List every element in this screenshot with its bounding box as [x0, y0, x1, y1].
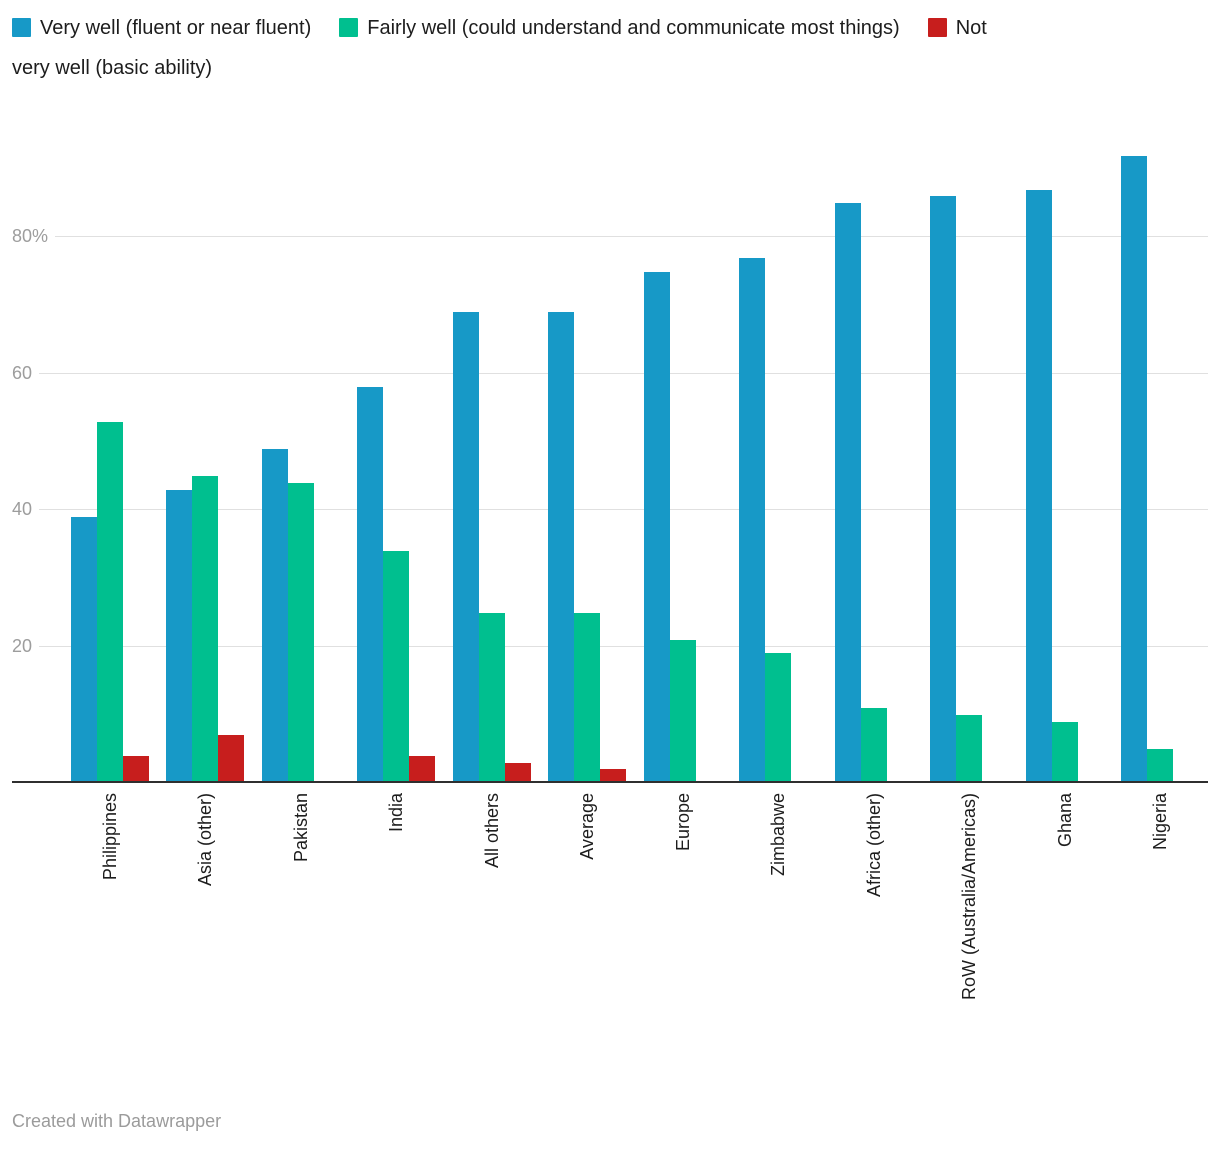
x-label-slot: Zimbabwe — [731, 783, 827, 876]
gridline — [12, 372, 1208, 374]
x-axis-line — [12, 781, 1208, 783]
bar — [357, 387, 384, 783]
x-label-slot: All others — [444, 783, 540, 868]
x-label-slot: Philippines — [62, 783, 158, 880]
bar — [192, 476, 219, 783]
gridline — [12, 645, 1208, 647]
x-label-slot: Africa (other) — [826, 783, 922, 897]
x-axis-label: RoW (Australia/Americas) — [959, 793, 980, 1001]
legend-swatch-icon — [927, 18, 947, 37]
legend-label: Very well (fluent or near fluent) — [40, 17, 312, 39]
y-axis-tick-label: 60 — [12, 362, 40, 384]
bar — [930, 196, 957, 783]
bar — [409, 755, 436, 783]
bar — [600, 769, 627, 783]
bar-group — [253, 448, 349, 783]
datawrapper-credit-link[interactable]: Created with Datawrapper — [12, 1111, 222, 1131]
bar — [669, 639, 696, 783]
bar — [218, 735, 245, 783]
legend-item: Very well (fluent or near fluent) — [12, 17, 311, 39]
gridline — [12, 236, 1208, 238]
legend-label: Fairly well (could understand and commun… — [367, 17, 900, 39]
x-axis-label: Nigeria — [1150, 793, 1171, 851]
bar — [166, 489, 193, 783]
bar-group — [731, 257, 827, 783]
y-axis-tick-label: 40 — [12, 499, 40, 521]
bar — [261, 448, 288, 783]
x-axis-label: Asia (other) — [195, 793, 216, 887]
x-axis-label: India — [386, 793, 407, 833]
bar-group — [158, 476, 254, 783]
x-axis-label: Ghana — [1054, 793, 1075, 848]
x-axis-label: Zimbabwe — [768, 793, 789, 877]
x-label-slot: Pakistan — [253, 783, 349, 862]
footer: Created with Datawrapper — [0, 1111, 1220, 1132]
x-axis-label: Average — [577, 793, 598, 860]
x-labels-row: Philippines Asia (other) Pakistan India All … — [12, 783, 1208, 1083]
x-label-slot: RoW (Australia/Americas) — [922, 783, 1018, 1000]
x-axis-label: Philippines — [99, 793, 120, 881]
bar — [739, 257, 766, 783]
x-label-slot: Average — [540, 783, 636, 860]
plot-area: 20 40 60 80% — [12, 128, 1208, 783]
bar — [956, 714, 983, 783]
bar-group — [444, 312, 540, 783]
bar — [452, 312, 479, 783]
bar-group — [1017, 189, 1113, 783]
bar-group — [62, 421, 158, 783]
bar — [70, 517, 97, 783]
gridline — [12, 509, 1208, 511]
legend-item: Not very well (basic ability) — [12, 17, 987, 79]
bar-group — [922, 196, 1018, 783]
x-label-slot: Asia (other) — [158, 783, 254, 886]
x-axis-label: Europe — [672, 793, 693, 852]
bar — [834, 203, 861, 783]
bar — [860, 707, 887, 783]
bar — [96, 421, 123, 783]
legend-swatch-icon — [12, 18, 31, 37]
x-axis-label: All others — [481, 793, 502, 869]
bar — [548, 312, 575, 783]
y-axis-tick-label: 20 — [12, 635, 40, 657]
bar — [478, 612, 505, 783]
legend: Very well (fluent or near fluent) Fairly … — [12, 8, 1208, 88]
bar — [383, 551, 410, 783]
bar — [122, 755, 149, 783]
bar — [643, 271, 670, 783]
x-label-slot: Ghana — [1017, 783, 1113, 847]
legend-swatch-icon — [339, 18, 359, 37]
legend-label: Not very well (basic ability) — [12, 17, 987, 79]
bar-group — [635, 271, 731, 783]
x-label-slot: India — [349, 783, 445, 832]
bar-group — [826, 203, 922, 783]
bar — [287, 482, 314, 783]
bars-row — [12, 128, 1208, 783]
bar — [1147, 748, 1174, 783]
x-axis-label: Africa (other) — [863, 793, 884, 898]
y-axis-tick-label: 80% — [12, 226, 56, 248]
legend-item: Fairly well (could understand and commun… — [339, 17, 900, 39]
x-label-slot: Nigeria — [1113, 783, 1209, 850]
bar-group — [540, 312, 636, 783]
bar — [574, 612, 601, 783]
bar — [504, 762, 531, 783]
bar-group — [1113, 155, 1209, 783]
bar — [1121, 155, 1148, 783]
x-label-slot: Europe — [635, 783, 731, 851]
x-axis-label: Pakistan — [290, 793, 311, 863]
bar-group — [349, 387, 445, 783]
chart-container: Very well (fluent or near fluent) Fairly … — [12, 8, 1208, 1083]
bar — [765, 653, 792, 783]
bar — [1051, 721, 1078, 783]
bar — [1025, 189, 1052, 783]
